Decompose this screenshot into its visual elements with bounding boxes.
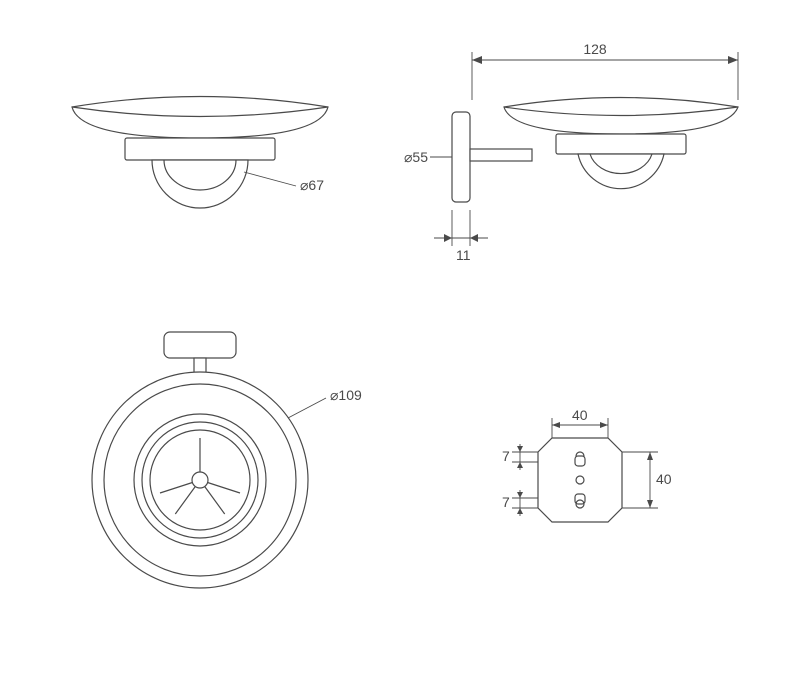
mount-plate: 40 40 7 7 — [502, 407, 672, 522]
dim-d55: ⌀55 — [404, 149, 428, 165]
dim-128: 128 — [583, 41, 607, 57]
dim-40w: 40 — [572, 407, 588, 423]
dim-7b: 7 — [502, 494, 510, 510]
dim-11: 11 — [456, 247, 471, 263]
engineering-drawing: ⌀67 128 ⌀55 11 ⌀109 — [0, 0, 800, 674]
front-view: ⌀67 — [72, 97, 328, 209]
dim-40h: 40 — [656, 471, 672, 487]
top-view: ⌀109 — [92, 332, 362, 588]
dim-d67: ⌀67 — [300, 177, 324, 193]
side-view: 128 ⌀55 11 — [404, 41, 738, 263]
dim-7a: 7 — [502, 448, 510, 464]
dim-d109: ⌀109 — [330, 387, 362, 403]
